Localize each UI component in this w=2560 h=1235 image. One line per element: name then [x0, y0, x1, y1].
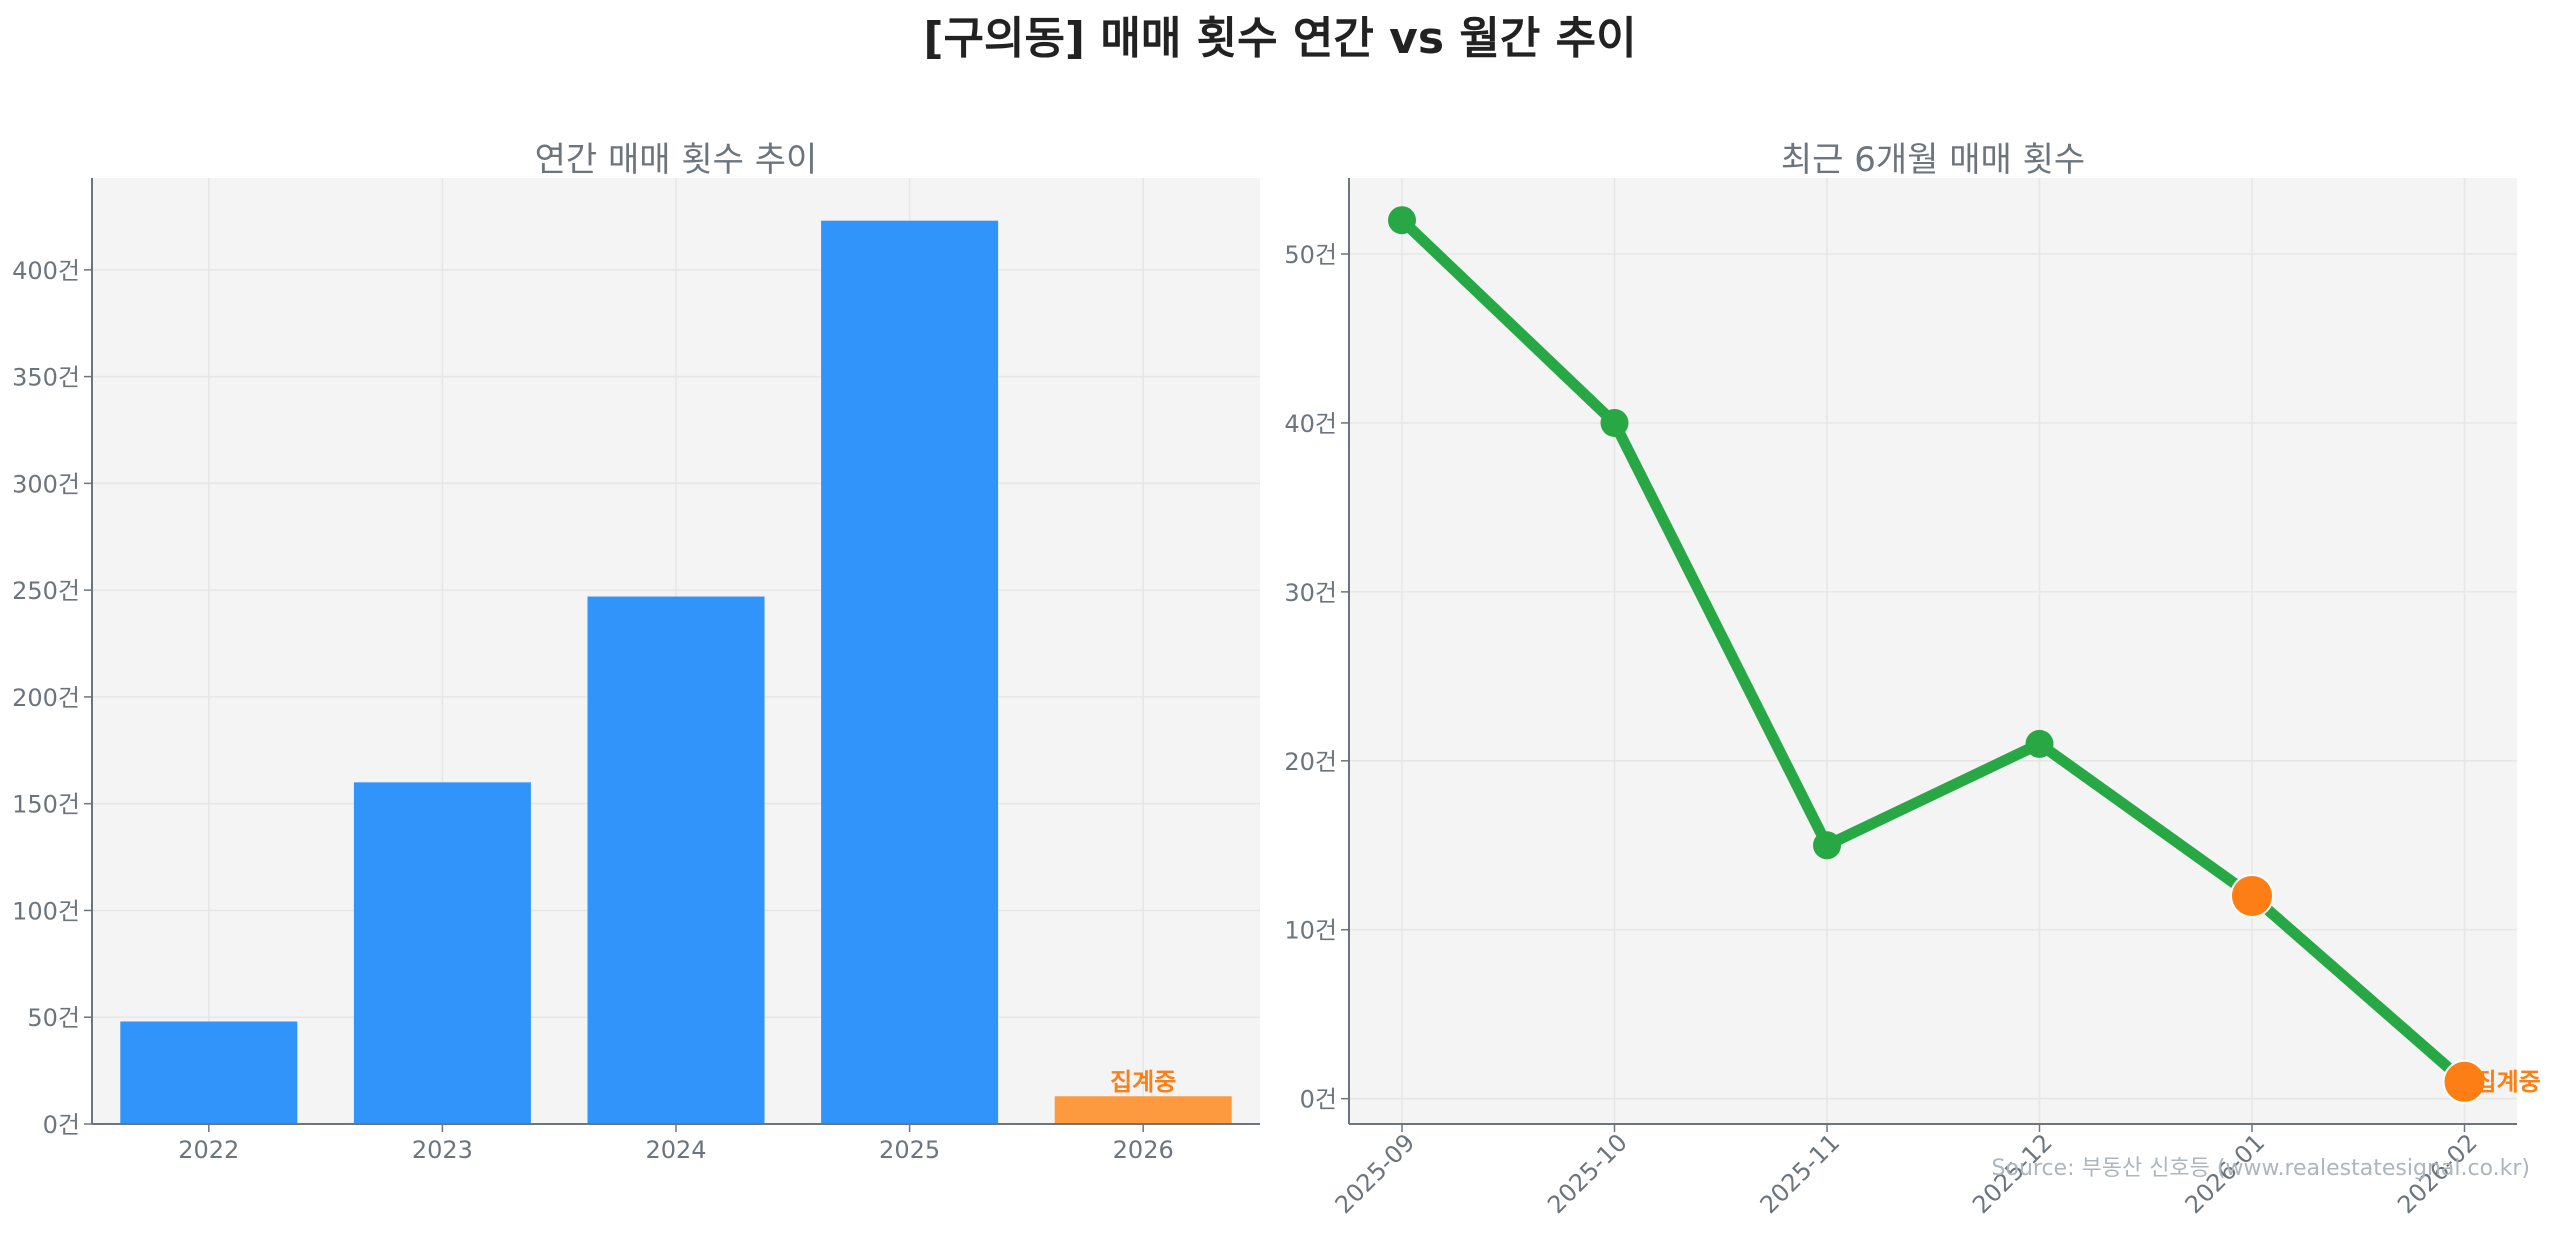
data-point [1600, 408, 1629, 437]
x-tick-label: 2024 [645, 1136, 706, 1164]
annual-bar-chart: 0건 50건 100건 150건 200건 250건 300건 350건 400건 2022 202… [12, 178, 1260, 1164]
x-tick-label: 2025 [879, 1136, 940, 1164]
y-tick-label: 200건 [12, 684, 80, 712]
y-tick-label: 20건 [1284, 748, 1337, 776]
figure-title: [구의동] 매매 횟수 연간 vs 월간 추이 [923, 13, 1637, 64]
data-point-partial [2442, 1059, 2487, 1104]
annual-chart-title: 연간 매매 횟수 추이 [534, 140, 818, 180]
y-tick-label: 0건 [43, 1111, 80, 1139]
bar-partial [1054, 1096, 1232, 1124]
y-tick-label: 250건 [12, 577, 80, 605]
bar [120, 1021, 298, 1124]
trend-line [1398, 216, 2469, 1086]
x-tick-label: 2022 [178, 1136, 239, 1164]
y-tick-label: 50건 [1284, 241, 1337, 269]
x-tick-label: 2025-11 [1755, 1128, 1846, 1219]
x-tick-label: 2025-09 [1330, 1128, 1421, 1219]
monthly-chart-title: 최근 6개월 매매 횟수 [1780, 140, 2086, 180]
bar [353, 782, 531, 1124]
data-point [1388, 206, 1416, 235]
source-caption: Source: 부동산 신호등 (www.realestatesignal.co… [1992, 1156, 2530, 1181]
x-tick-label: 2026 [1113, 1136, 1174, 1164]
plot-area [1349, 178, 2517, 1124]
y-tick-label: 400건 [12, 257, 80, 285]
y-tick-label: 0건 [1300, 1086, 1337, 1114]
data-point [2025, 729, 2054, 758]
x-tick-label: 2023 [412, 1136, 473, 1164]
in-progress-label: 집계중 [2475, 1068, 2541, 1096]
y-tick-label: 30건 [1284, 579, 1337, 607]
in-progress-label: 집계중 [1110, 1068, 1176, 1096]
bar [587, 596, 765, 1124]
x-tick-label: 2025-10 [1542, 1128, 1633, 1219]
y-tick-label: 300건 [12, 470, 80, 498]
y-tick-label: 50건 [27, 1004, 80, 1032]
y-tick-label: 350건 [12, 364, 80, 392]
bar [821, 220, 999, 1124]
y-tick-label: 10건 [1284, 917, 1337, 945]
y-tick-label: 40건 [1284, 410, 1337, 438]
data-point [1813, 831, 1841, 860]
y-tick-label: 100건 [12, 897, 80, 925]
y-tick-label: 150건 [12, 791, 80, 819]
data-point-partial [2230, 873, 2274, 918]
